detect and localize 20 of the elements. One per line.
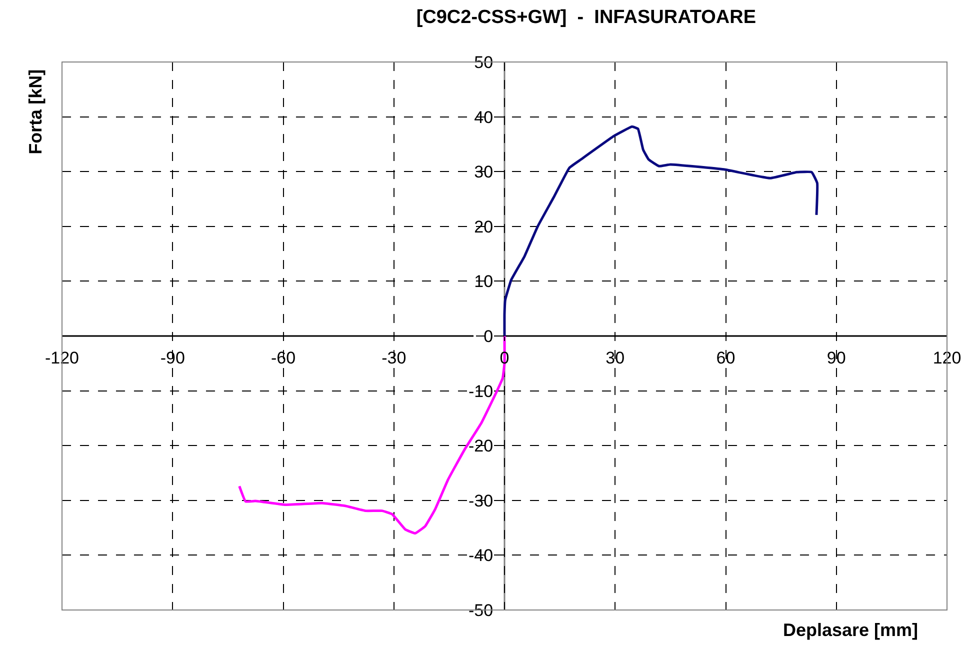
y-tick-label: 30 — [474, 162, 494, 182]
y-axis-title: Forta [kN] — [25, 69, 46, 154]
x-tick-label: -60 — [270, 348, 296, 368]
y-tick-label: -40 — [468, 546, 494, 566]
y-tick-label: -20 — [468, 436, 494, 456]
x-tick-label: 30 — [606, 348, 625, 368]
y-tick-label: 40 — [474, 108, 494, 127]
y-tick-label: -10 — [468, 382, 494, 401]
x-tick-label: 90 — [826, 348, 846, 368]
x-axis-title: Deplasare [mm] — [783, 620, 918, 640]
y-tick-label: 20 — [474, 217, 494, 236]
y-tick-label: 0 — [484, 326, 494, 346]
chart-title: [C9C2-CSS+GW] - INFASURATOARE — [416, 7, 756, 28]
x-tick-label: 60 — [716, 348, 736, 368]
line-series — [503, 125, 819, 338]
y-tick-label: -30 — [468, 491, 494, 510]
y-tick-label: 10 — [474, 272, 494, 292]
x-tick-label: -90 — [160, 348, 185, 368]
x-tick-label: 120 — [932, 348, 962, 368]
x-tick-label: -120 — [44, 348, 80, 368]
